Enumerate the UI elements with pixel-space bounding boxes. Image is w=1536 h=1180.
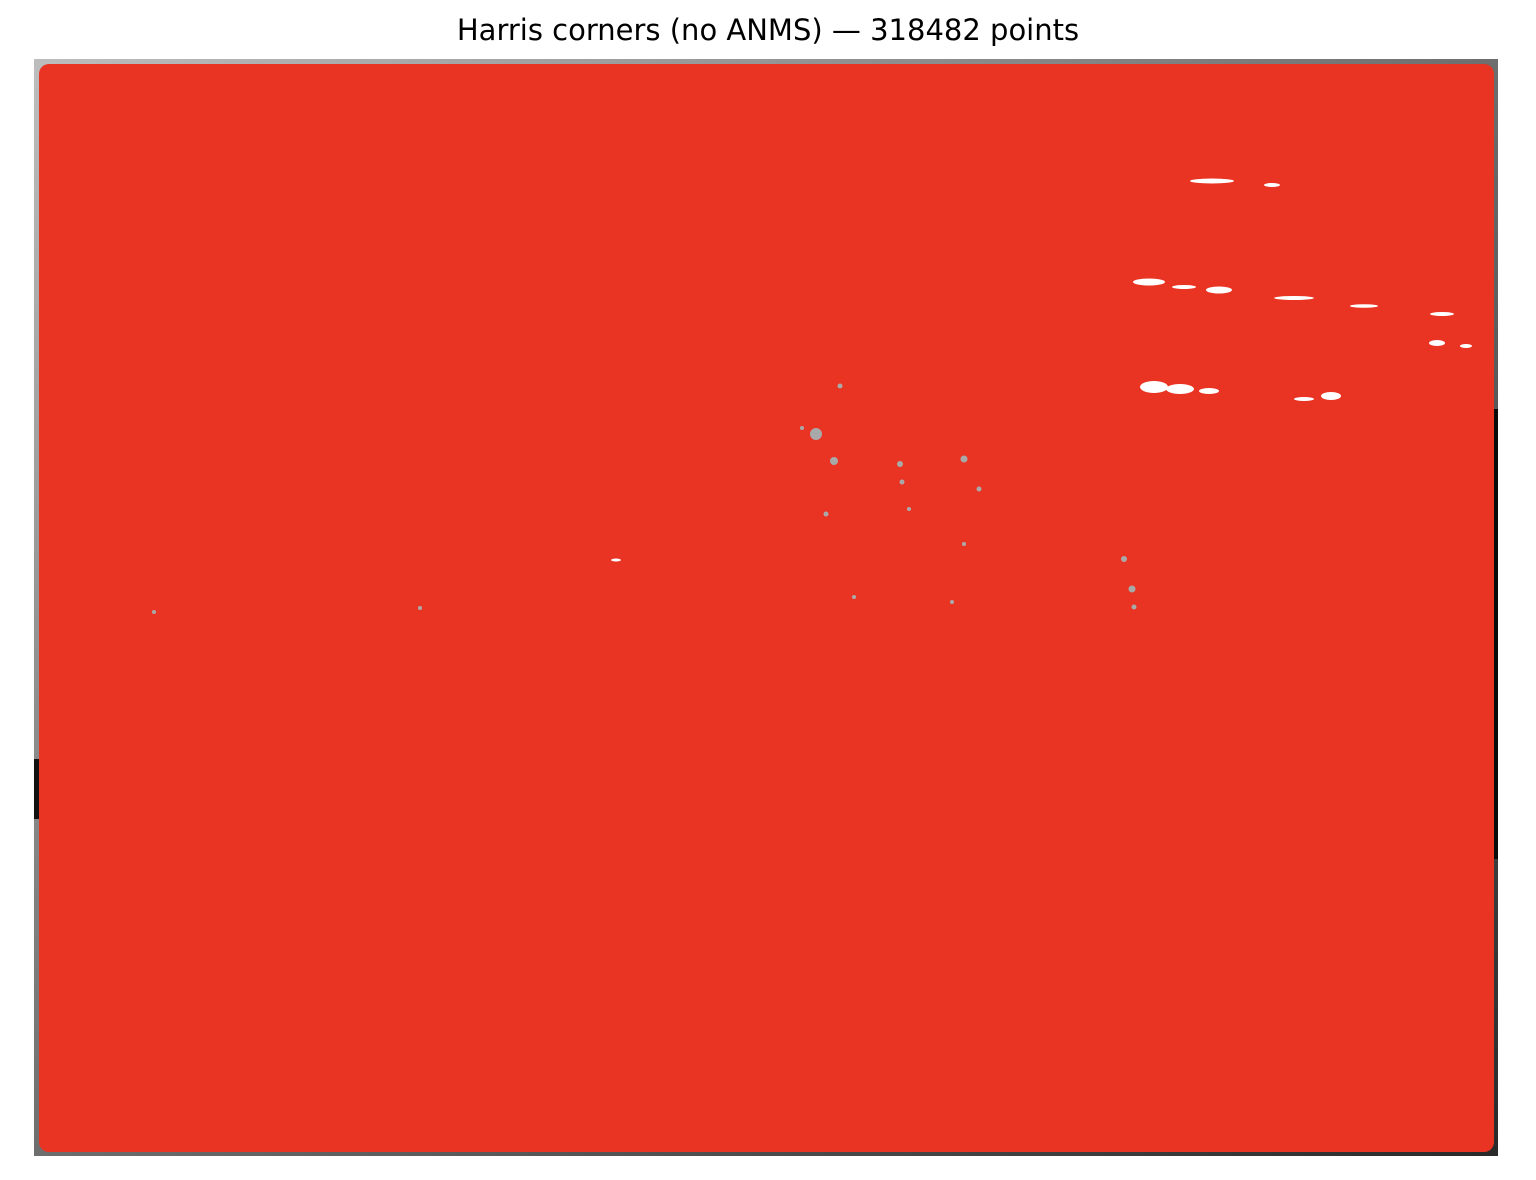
uncovered-gaps-gray xyxy=(152,383,1137,614)
photo-dark-edge xyxy=(1492,409,1498,859)
figure-title: Harris corners (no ANMS) — 318482 points xyxy=(456,13,1080,47)
photo-panel xyxy=(34,59,1498,1156)
corner-overlay xyxy=(34,59,1498,1156)
uncovered-gaps-white xyxy=(611,178,1472,562)
corner-points-cloud xyxy=(39,64,1494,1152)
photo-dark-edge-left xyxy=(34,759,39,819)
